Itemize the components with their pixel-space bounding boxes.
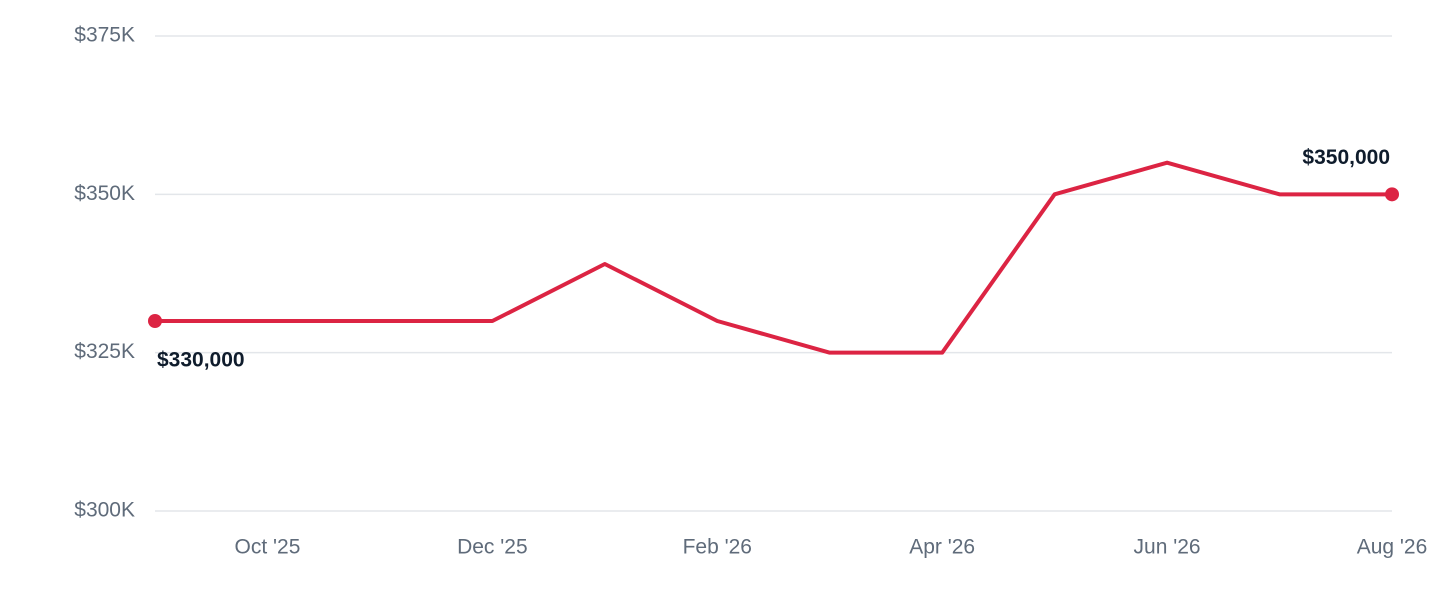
value-label: $350,000 — [1302, 146, 1390, 169]
y-tick-label: $300K — [74, 499, 135, 522]
x-tick-label: Aug '26 — [1357, 536, 1428, 559]
y-tick-label: $325K — [74, 340, 135, 363]
x-tick-label: Jun '26 — [1134, 536, 1201, 559]
y-tick-label: $350K — [74, 182, 135, 205]
x-tick-label: Feb '26 — [683, 536, 752, 559]
line — [155, 160, 1392, 355]
y-tick-label: $375K — [74, 24, 135, 47]
point — [148, 314, 162, 328]
x-tick-label: Oct '25 — [235, 536, 301, 559]
x-tick-label: Dec '25 — [457, 536, 528, 559]
x-tick-label: Apr '26 — [909, 536, 975, 559]
point — [1385, 187, 1399, 202]
value-label: $330,000 — [157, 349, 245, 372]
